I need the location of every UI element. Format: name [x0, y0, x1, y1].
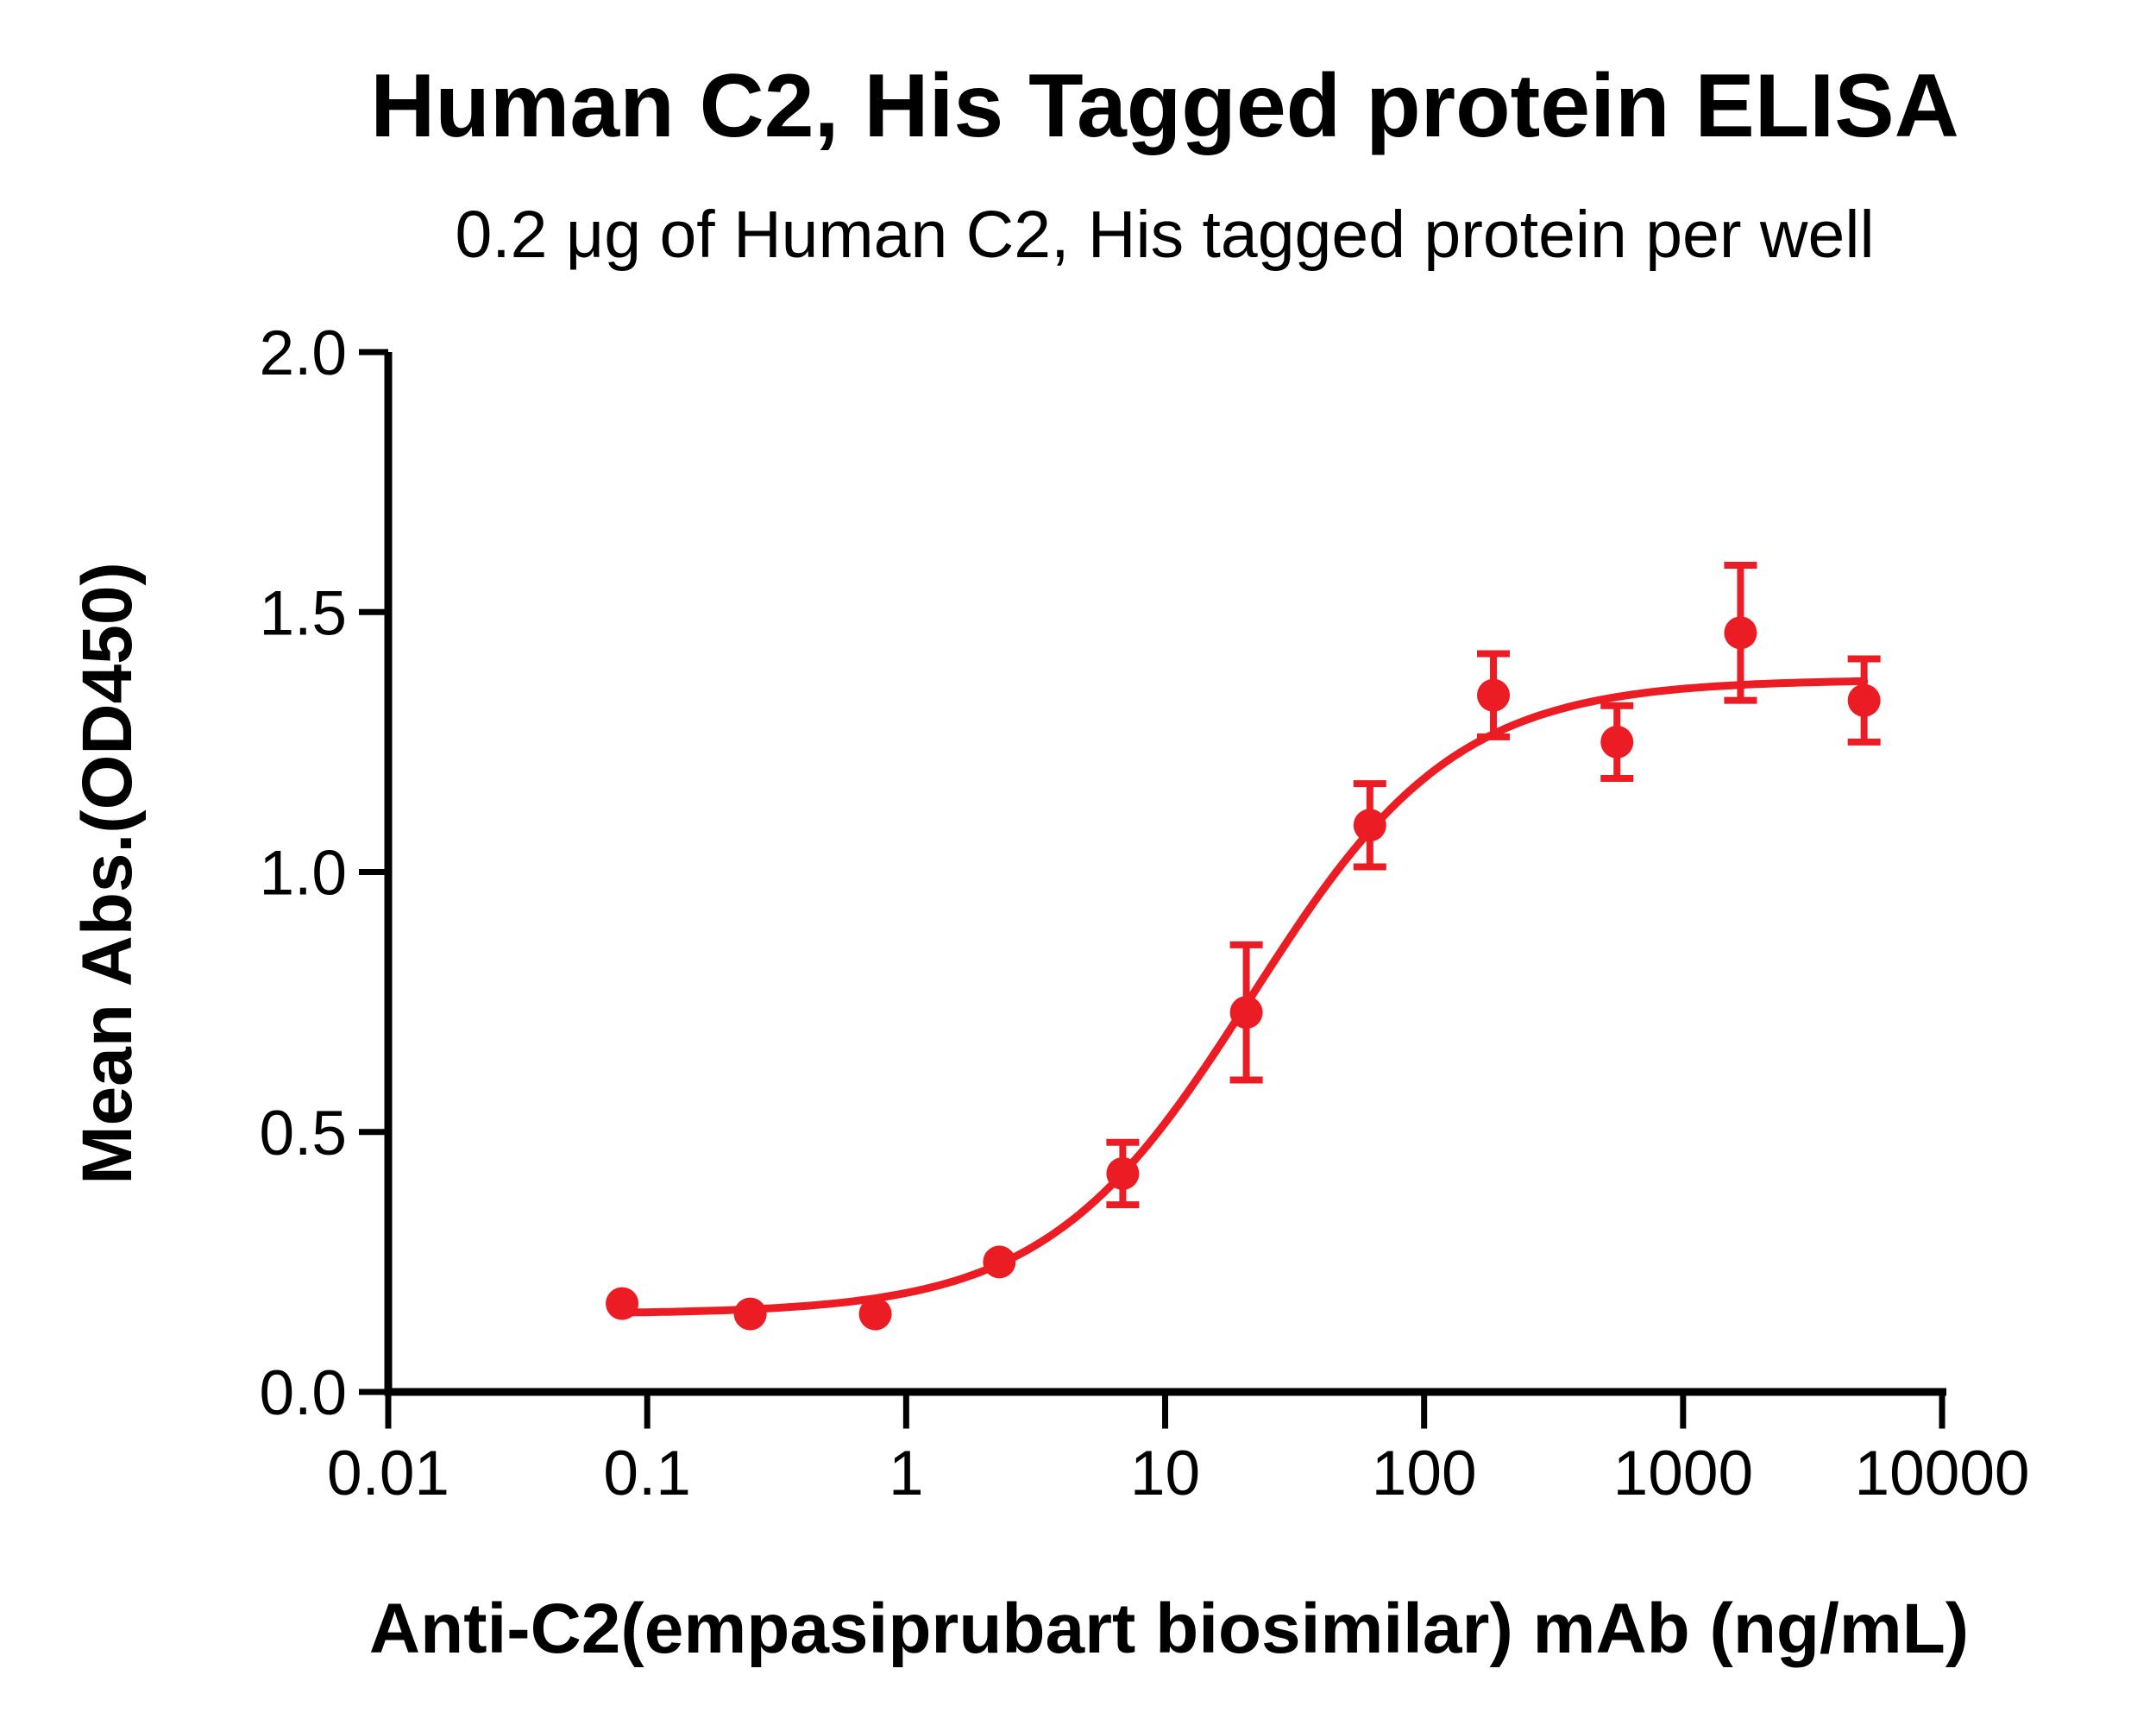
- axes-layer: 0.0 0.5 1.0 1.5 2.0 0.01 0.1 1 10 100 1000 10000: [260, 318, 2030, 1508]
- x-tick-label: 0.01: [327, 1439, 449, 1508]
- y-tick-label: 1.0: [260, 839, 347, 909]
- x-tick-label: 100: [1372, 1439, 1477, 1508]
- data-point: [606, 1287, 639, 1320]
- data-points-layer: [606, 616, 1881, 1331]
- y-axis-title: Mean Abs.(OD450): [68, 562, 147, 1184]
- x-axis-title: Anti-C2(empasiprubart biosimilar) mAb (n…: [369, 1590, 1969, 1668]
- y-tick-label: 1.5: [260, 578, 347, 648]
- data-point: [1847, 683, 1881, 717]
- data-point: [1600, 725, 1634, 759]
- x-tick-label: 0.1: [603, 1439, 690, 1508]
- x-tick-label: 1: [889, 1439, 924, 1508]
- data-point: [983, 1245, 1016, 1279]
- y-tick-label: 0.0: [260, 1358, 347, 1428]
- y-tick-label: 2.0: [260, 318, 347, 388]
- chart-subtitle: 0.2 μg of Human C2, His tagged protein p…: [455, 198, 1874, 272]
- y-tick-label: 0.5: [260, 1099, 347, 1168]
- chart-title: Human C2, His Tagged protein ELISA: [370, 56, 1958, 156]
- x-tick-label: 10000: [1855, 1439, 2030, 1508]
- data-point: [1229, 996, 1263, 1030]
- x-tick-label: 10: [1130, 1439, 1200, 1508]
- data-point: [1724, 616, 1757, 650]
- data-point: [733, 1297, 767, 1331]
- data-point: [1477, 678, 1511, 712]
- x-tick-label: 1000: [1613, 1439, 1753, 1508]
- data-point: [1353, 809, 1386, 842]
- data-point: [858, 1297, 892, 1331]
- data-point: [1106, 1156, 1140, 1190]
